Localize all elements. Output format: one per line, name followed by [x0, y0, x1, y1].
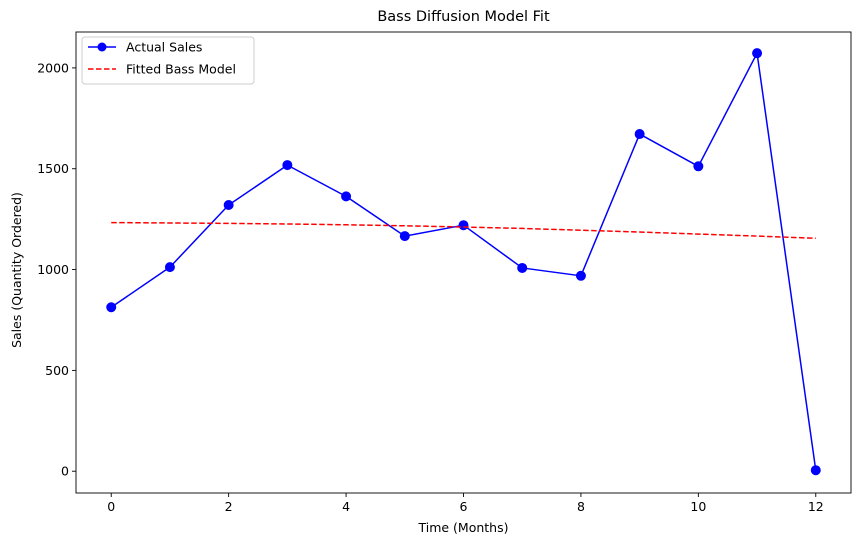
data-point — [399, 231, 410, 242]
x-tick-label: 8 — [577, 499, 585, 514]
data-point — [458, 220, 469, 231]
legend-label-1: Fitted Bass Model — [126, 62, 236, 77]
legend: Actual Sales Fitted Bass Model — [81, 36, 255, 85]
data-point — [575, 270, 586, 281]
data-point — [810, 465, 821, 476]
data-point — [164, 262, 175, 273]
series-line-1 — [111, 221, 816, 240]
x-tick-label: 4 — [342, 499, 350, 514]
data-point — [517, 262, 528, 273]
x-tick-label: 10 — [690, 499, 706, 514]
legend-box — [81, 36, 255, 85]
y-tick-label: 1000 — [37, 262, 69, 277]
data-point — [106, 302, 117, 313]
legend-marker-0 — [97, 42, 107, 52]
data-point — [693, 161, 704, 172]
data-point — [634, 129, 645, 140]
x-tick-label: 12 — [808, 499, 824, 514]
data-point — [282, 160, 293, 171]
x-tick-label: 6 — [460, 499, 468, 514]
x-tick-label: 2 — [225, 499, 233, 514]
data-point — [752, 48, 763, 59]
chart-title: Bass Diffusion Model Fit — [377, 9, 550, 25]
data-point — [223, 200, 234, 211]
y-tick-label: 2000 — [37, 60, 69, 75]
y-tick-label: 0 — [61, 464, 69, 479]
x-tick-label: 0 — [107, 499, 115, 514]
y-tick-label: 1500 — [37, 161, 69, 176]
x-axis-title: Time (Months) — [417, 520, 508, 535]
data-point — [341, 191, 352, 202]
plot-area: 0 2 4 6 8 10 12 0 500 1000 1500 2000 — [37, 31, 852, 514]
legend-label-0: Actual Sales — [126, 40, 202, 55]
y-tick-label: 500 — [45, 363, 69, 378]
y-axis-title: Sales (Quantity Ordered) — [9, 192, 24, 348]
